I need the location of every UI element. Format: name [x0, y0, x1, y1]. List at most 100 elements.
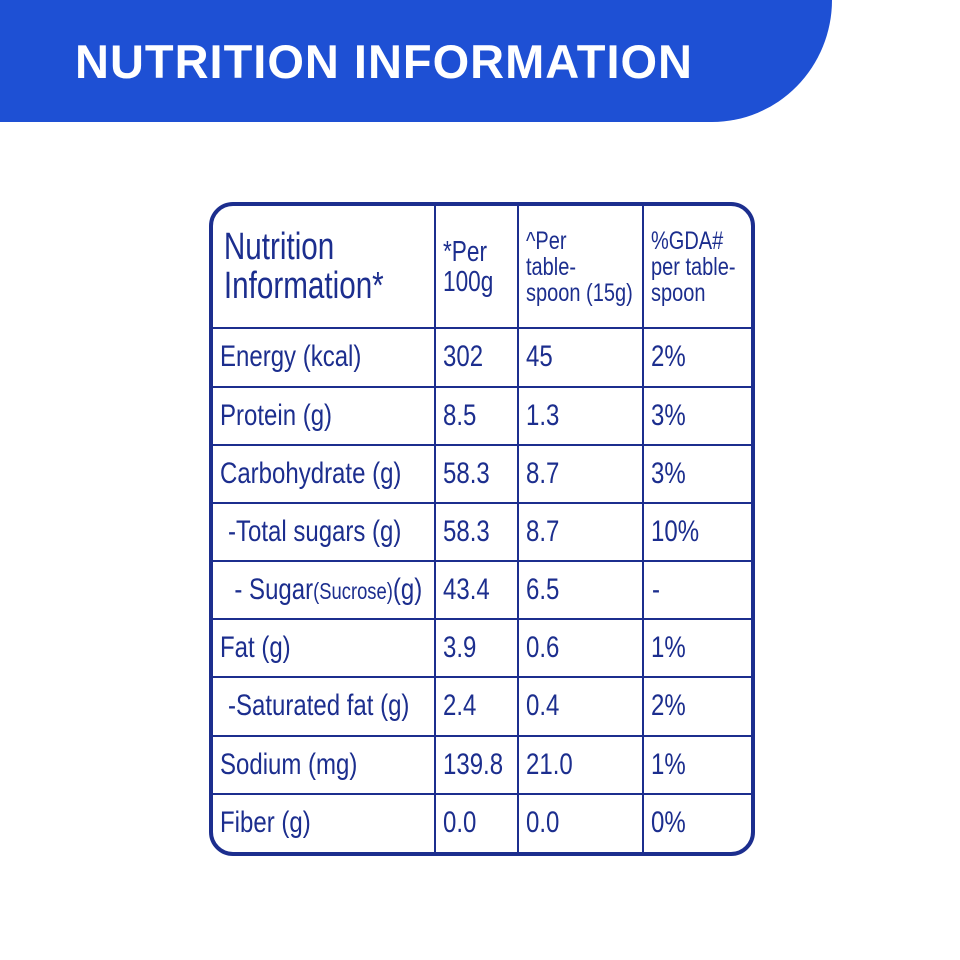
header-per-100g: *Per 100g — [434, 206, 519, 330]
per-tablespoon-value: 21.0 — [517, 734, 644, 795]
header-per-tablespoon: ^Per table- spoon (15g) — [517, 206, 644, 330]
value-text: 10% — [651, 514, 700, 548]
value-text: 0.4 — [526, 689, 560, 723]
header-nutrition-information: Nutrition Information* — [213, 206, 436, 330]
nutrient-name: -Saturated fat (g) — [213, 676, 436, 737]
per-tablespoon-value: 0.6 — [517, 618, 644, 679]
per-tablespoon-value: 0.0 — [517, 792, 644, 852]
value-text: 2% — [651, 340, 686, 374]
table-row: - Sugar(Sucrose)(g) 43.4 6.5 - — [213, 560, 751, 621]
nutrient-name: Protein (g) — [213, 385, 436, 446]
value-text: 0.6 — [526, 631, 560, 665]
nutrition-table: Nutrition Information* *Per 100g ^Per ta… — [213, 206, 751, 852]
per-100g-value: 2.4 — [434, 676, 519, 737]
nutrient-label: Carbohydrate (g) — [220, 456, 402, 490]
value-text: 6.5 — [526, 573, 560, 607]
nutrient-label: Sodium (mg) — [220, 747, 358, 781]
gda-value: 3% — [642, 385, 751, 446]
nutrient-name: Fiber (g) — [213, 792, 436, 852]
nutrient-label-unit: (g) — [392, 572, 423, 606]
header-col4-line1: %GDA# — [651, 226, 724, 255]
header-col3-line1: ^Per — [526, 226, 567, 255]
value-text: 21.0 — [526, 747, 573, 781]
nutrition-table-frame: Nutrition Information* *Per 100g ^Per ta… — [209, 202, 755, 856]
gda-value: - — [642, 560, 751, 621]
value-text: 58.3 — [443, 456, 490, 490]
per-100g-value: 58.3 — [434, 501, 519, 563]
nutrient-name: - Sugar(Sucrose)(g) — [213, 560, 436, 621]
nutrient-name: Carbohydrate (g) — [213, 443, 436, 504]
per-tablespoon-value: 45 — [517, 327, 644, 388]
header-col2-line1: *Per — [443, 235, 488, 268]
nutrient-label: Fat (g) — [220, 631, 291, 665]
gda-value: 2% — [642, 327, 751, 388]
nutrient-name: -Total sugars (g) — [213, 501, 436, 563]
per-tablespoon-value: 8.7 — [517, 501, 644, 563]
gda-value: 10% — [642, 501, 751, 563]
per-100g-value: 302 — [434, 327, 519, 388]
gda-value: 1% — [642, 618, 751, 679]
gda-value: 1% — [642, 734, 751, 795]
gda-value: 2% — [642, 676, 751, 737]
value-text: 3% — [651, 456, 686, 490]
table-row: Energy (kcal) 302 45 2% — [213, 327, 751, 388]
nutrient-label-main: - Sugar — [234, 572, 314, 606]
value-text: 8.5 — [443, 398, 477, 432]
header-banner: NUTRITION INFORMATION — [0, 0, 832, 122]
nutrient-label: Protein (g) — [220, 398, 333, 432]
value-text: 1% — [651, 747, 686, 781]
value-text: 0% — [651, 806, 686, 840]
header-col3-line2: table- — [526, 252, 577, 281]
per-100g-value: 43.4 — [434, 560, 519, 621]
nutrient-label-sub: (Sucrose) — [313, 577, 393, 604]
per-tablespoon-value: 6.5 — [517, 560, 644, 621]
header-col1-line2: Information* — [223, 264, 384, 307]
value-text: 1.3 — [526, 398, 560, 432]
per-100g-value: 58.3 — [434, 443, 519, 504]
value-text: 302 — [443, 340, 484, 374]
value-text: 45 — [526, 340, 553, 374]
nutrient-label: -Saturated fat (g) — [228, 689, 410, 723]
per-tablespoon-value: 1.3 — [517, 385, 644, 446]
value-text: 3.9 — [443, 631, 477, 665]
per-tablespoon-value: 0.4 — [517, 676, 644, 737]
nutrient-label: Fiber (g) — [220, 806, 311, 840]
header-col4-line3: spoon — [651, 278, 706, 307]
value-text: 3% — [651, 398, 686, 432]
table-row: Protein (g) 8.5 1.3 3% — [213, 385, 751, 446]
nutrient-label: Energy (kcal) — [220, 340, 362, 374]
value-text: 2% — [651, 689, 686, 723]
gda-value: 3% — [642, 443, 751, 504]
table-row: Fiber (g) 0.0 0.0 0% — [213, 792, 751, 852]
value-text: 8.7 — [526, 456, 560, 490]
per-tablespoon-value: 8.7 — [517, 443, 644, 504]
per-100g-value: 3.9 — [434, 618, 519, 679]
table-row: Sodium (mg) 139.8 21.0 1% — [213, 734, 751, 795]
nutrient-label: - Sugar(Sucrose)(g) — [220, 573, 422, 608]
table-row: Carbohydrate (g) 58.3 8.7 3% — [213, 443, 751, 504]
header-col2-line2: 100g — [443, 265, 494, 298]
value-text: 8.7 — [526, 514, 560, 548]
value-text: 2.4 — [443, 689, 477, 723]
gda-value: 0% — [642, 792, 751, 852]
value-text: - — [652, 573, 660, 607]
header-gda: %GDA# per table- spoon — [642, 206, 751, 330]
nutrient-name: Fat (g) — [213, 618, 436, 679]
value-text: 0.0 — [443, 806, 477, 840]
value-text: 43.4 — [443, 573, 490, 607]
value-text: 139.8 — [443, 747, 504, 781]
value-text: 58.3 — [443, 514, 490, 548]
table-row: -Saturated fat (g) 2.4 0.4 2% — [213, 676, 751, 737]
per-100g-value: 8.5 — [434, 385, 519, 446]
table-row: Fat (g) 3.9 0.6 1% — [213, 618, 751, 679]
per-100g-value: 0.0 — [434, 792, 519, 852]
value-text: 1% — [651, 631, 686, 665]
header-col4-line2: per table- — [651, 252, 736, 281]
header-col3-line3: spoon (15g) — [526, 278, 633, 307]
page-title: NUTRITION INFORMATION — [75, 35, 694, 88]
value-text: 0.0 — [526, 806, 560, 840]
table-row: -Total sugars (g) 58.3 8.7 10% — [213, 501, 751, 563]
nutrient-name: Energy (kcal) — [213, 327, 436, 388]
table-header-row: Nutrition Information* *Per 100g ^Per ta… — [213, 206, 751, 330]
nutrient-name: Sodium (mg) — [213, 734, 436, 795]
